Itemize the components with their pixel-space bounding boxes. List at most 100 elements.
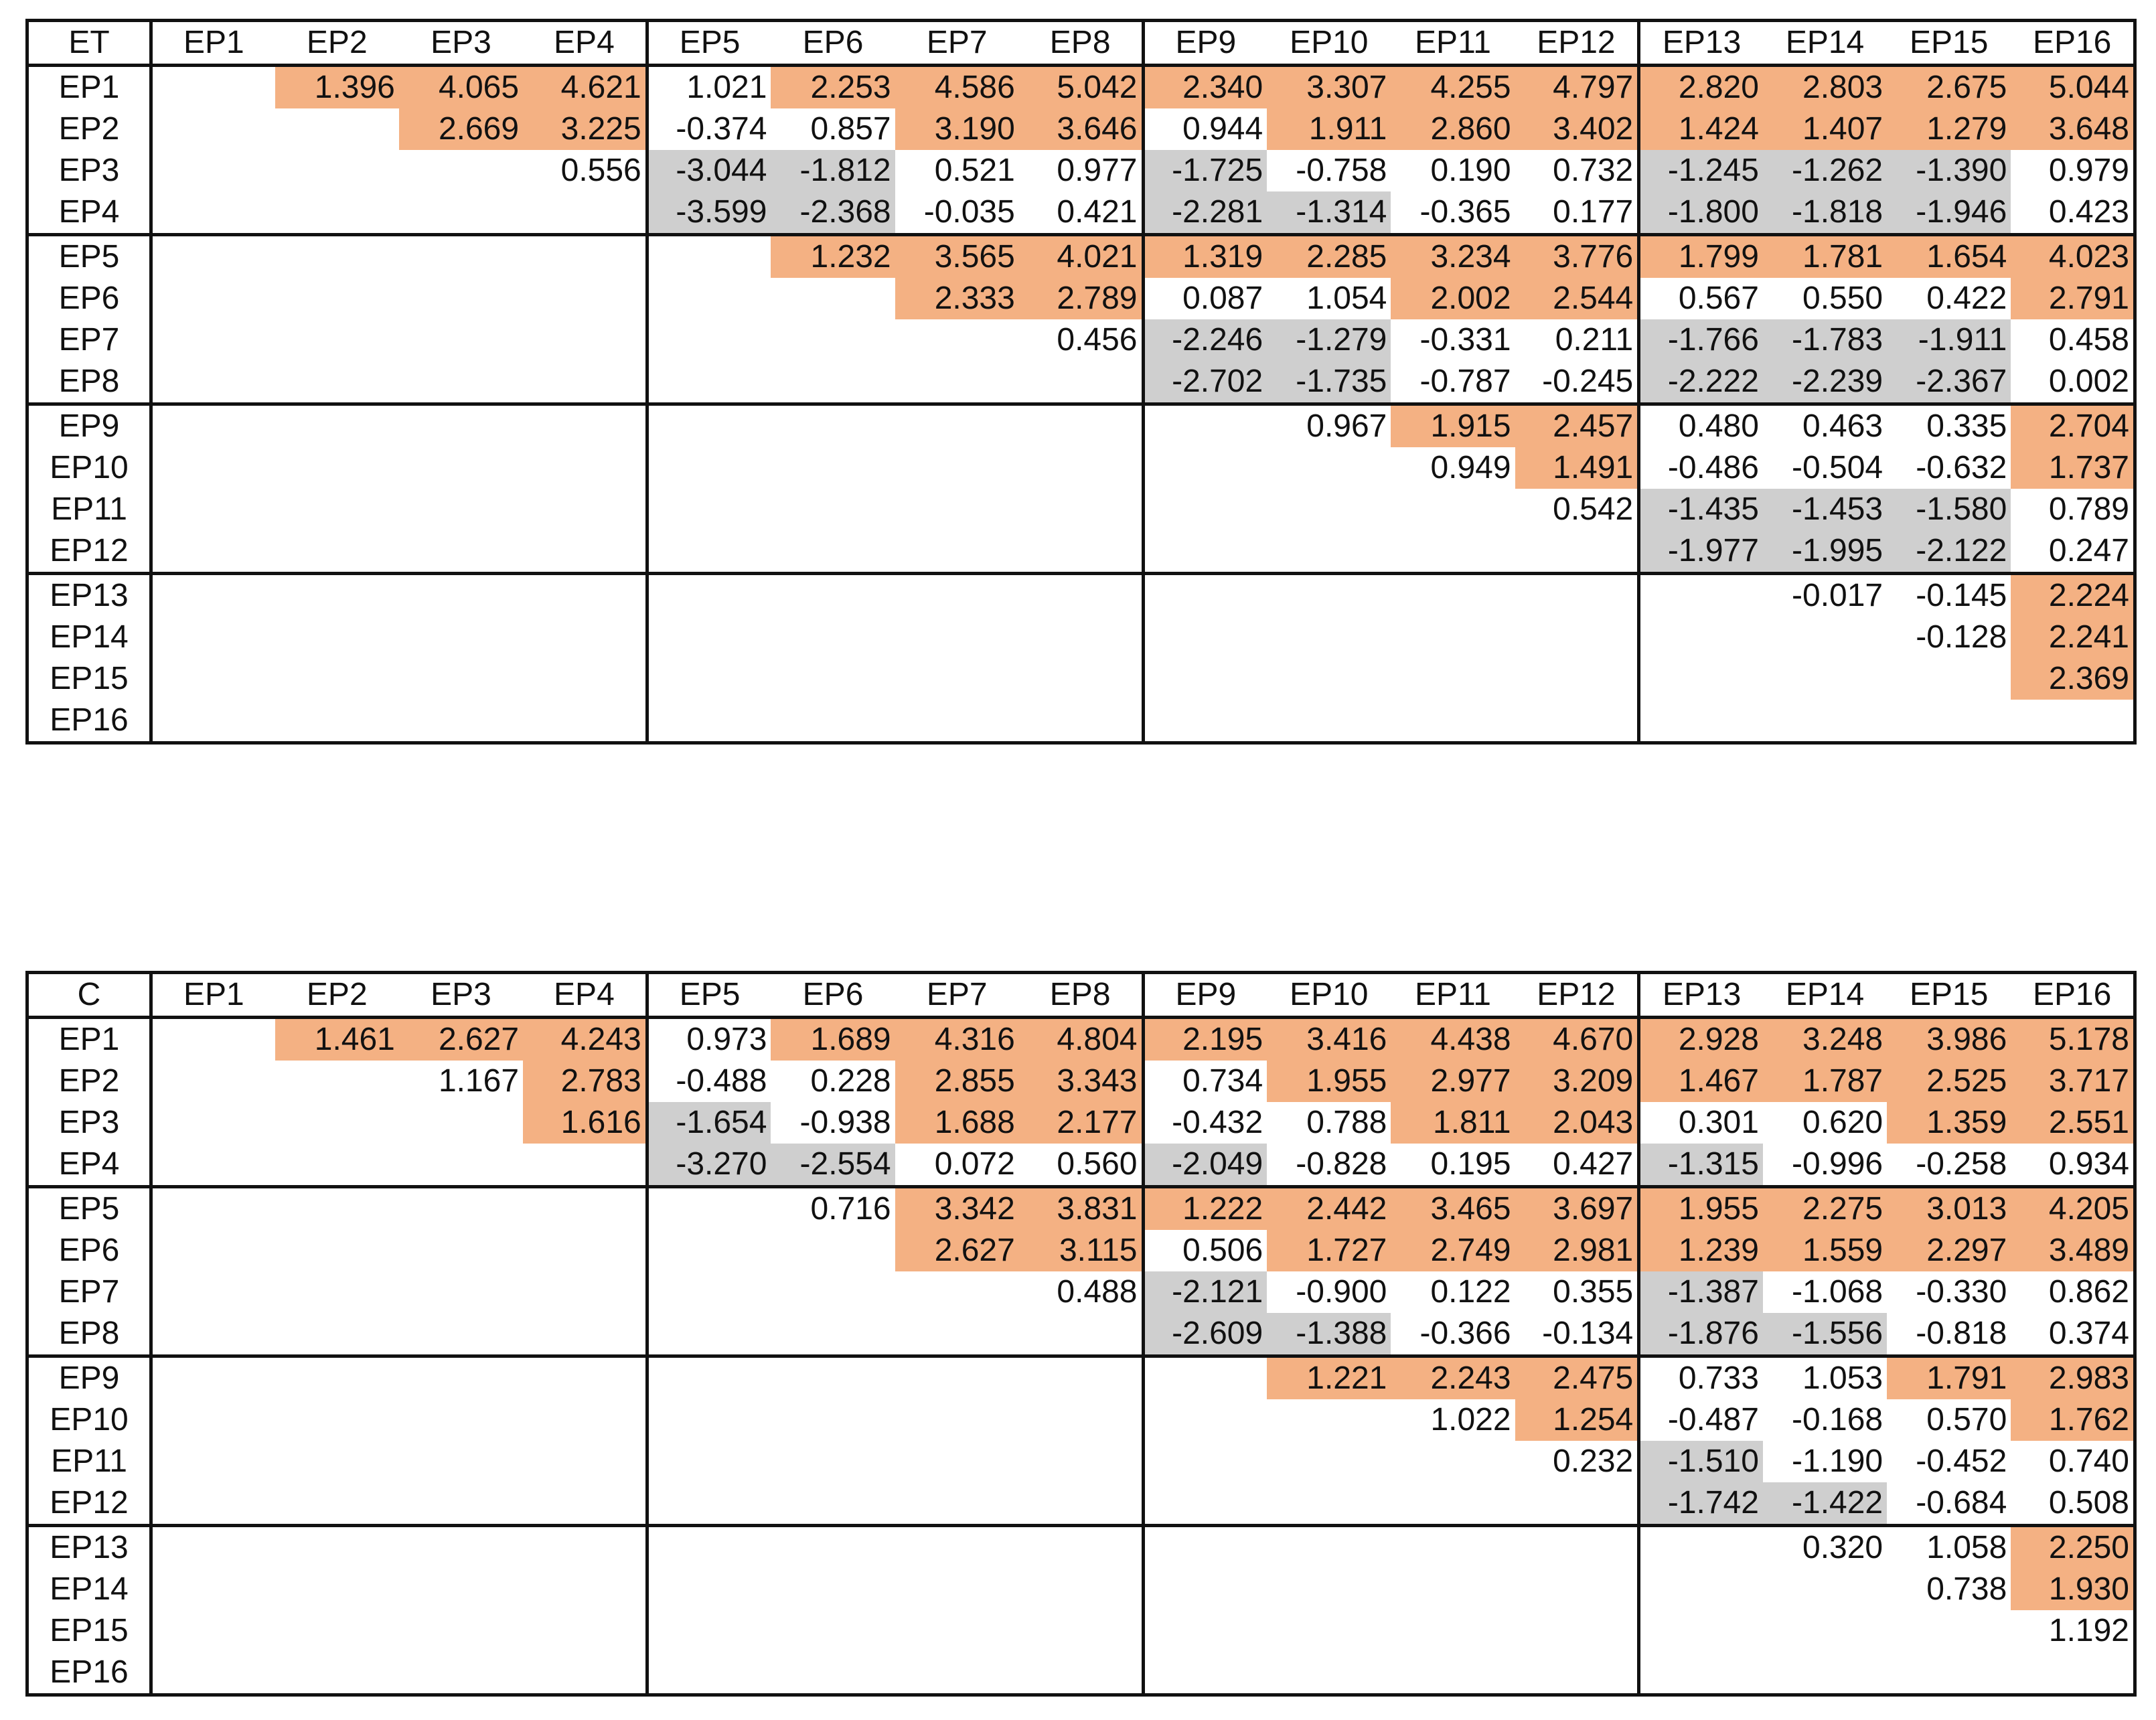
c-matrix-cell xyxy=(149,1525,275,1569)
c-matrix-cell xyxy=(2011,1652,2137,1697)
c-matrix-row: EP8 -2.609 -1.388 -0.366 -0.134 -1.876 -1.556-… xyxy=(25,1313,2137,1358)
c-matrix-cell xyxy=(399,1187,523,1231)
et-matrix-cell: 0.177 xyxy=(1515,191,1639,236)
c-matrix-row: EP5 0.716 3.342 3.831 1.222 2.442 3.465 3.697 1.… xyxy=(25,1186,2137,1231)
et-matrix-cell xyxy=(1637,700,1763,745)
et-matrix-cell xyxy=(1019,658,1143,700)
et-matrix-cell xyxy=(1391,530,1515,575)
c-matrix-cell xyxy=(399,1399,523,1441)
c-matrix-cell: 1.616 xyxy=(523,1102,647,1144)
c-matrix-cell: 1.222 xyxy=(1141,1186,1267,1230)
et-matrix-cell: -1.800 xyxy=(1637,191,1763,236)
et-matrix-cell xyxy=(1391,700,1515,745)
et-matrix-row: EP11 0.542 -1.435 -1.453 -1.580 0.789 xyxy=(25,489,2137,530)
c-matrix-cell xyxy=(149,1230,275,1271)
et-matrix-cell: -2.367 xyxy=(1887,361,2011,406)
et-matrix-cell xyxy=(895,361,1019,406)
c-matrix-cell: -0.488 xyxy=(645,1061,771,1102)
et-matrix-cell: 2.241 xyxy=(2011,617,2137,658)
et-matrix-cell xyxy=(1141,658,1267,700)
c-matrix-cell: 1.688 xyxy=(895,1102,1019,1144)
et-matrix-cell: 4.023 xyxy=(2011,234,2137,278)
et-matrix-cell xyxy=(1763,617,1887,658)
et-matrix-cell: -1.812 xyxy=(771,150,895,191)
c-matrix-cell: 2.981 xyxy=(1515,1230,1639,1271)
c-matrix-cell: -0.938 xyxy=(799,1105,891,1140)
c-matrix-cell xyxy=(1019,1526,1143,1569)
c-matrix-cell xyxy=(1267,1610,1391,1652)
c-matrix-cell: -0.828 xyxy=(1267,1144,1391,1188)
c-matrix-cell xyxy=(1637,1525,1763,1569)
c-matrix-row: EP1 1.461 2.627 4.243 0.973 1.689 4.316 4.804 2.… xyxy=(25,1017,2137,1061)
c-matrix-cell xyxy=(895,1482,1019,1527)
et-matrix-row: EP6 2.333 2.789 0.087 1.054 2.002 2.544 0.567 0.… xyxy=(25,278,2137,319)
et-matrix-cell: 0.556 xyxy=(560,153,641,188)
et-matrix-cell xyxy=(523,319,647,361)
et-matrix-cell xyxy=(149,617,275,658)
et-matrix-row: EP1 1.396 4.065 4.621 1.021 2.253 4.586 5.042 2.… xyxy=(25,65,2137,108)
et-matrix-cell: -0.145 xyxy=(1916,578,2007,613)
c-matrix-cell: 3.013 xyxy=(1887,1186,2011,1230)
c-row-header: EP6 xyxy=(25,1230,151,1271)
c-matrix-cell xyxy=(771,1441,895,1482)
et-matrix-cell: 3.190 xyxy=(895,108,1019,150)
et-matrix-cell xyxy=(149,489,275,530)
c-matrix-cell xyxy=(1267,1399,1391,1441)
et-matrix-cell: 4.021 xyxy=(1018,234,1143,278)
c-matrix-row: EP6 2.627 3.115 0.506 1.727 2.749 2.981 1.239 1.… xyxy=(25,1230,2137,1271)
et-matrix-cell xyxy=(149,234,275,278)
c-matrix-cell: 0.228 xyxy=(810,1063,891,1099)
et-matrix-cell: 0.979 xyxy=(2011,150,2137,191)
et-matrix-row: EP8 -2.702 -1.735 -0.787 -0.245 -2.222 -2.239-… xyxy=(25,361,2137,406)
c-matrix-cell xyxy=(275,1399,399,1441)
c-matrix-body: EP1 1.461 2.627 4.243 0.973 1.689 4.316 4.804 2.… xyxy=(25,1017,2137,1697)
c-column-header: EP4 xyxy=(523,971,647,1019)
c-matrix-cell xyxy=(1763,1569,1887,1610)
c-matrix-cell: 2.525 xyxy=(1887,1061,2011,1102)
c-matrix-cell: 2.983 xyxy=(2011,1356,2137,1399)
c-matrix-cell xyxy=(1391,1569,1515,1610)
c-matrix-cell: 1.221 xyxy=(1267,1356,1391,1399)
et-matrix-cell xyxy=(523,278,647,319)
c-matrix-cell xyxy=(895,1526,1019,1569)
c-matrix-cell: 0.195 xyxy=(1391,1144,1515,1188)
et-matrix-cell: 4.797 xyxy=(1515,65,1639,108)
et-matrix-cell xyxy=(771,447,895,489)
c-matrix-cell xyxy=(1019,1441,1143,1482)
et-matrix-cell: 1.424 xyxy=(1637,108,1763,150)
c-matrix-cell xyxy=(399,1102,523,1144)
c-matrix-cell xyxy=(895,1399,1019,1441)
et-matrix-cell xyxy=(1515,658,1639,700)
et-matrix-cell xyxy=(399,489,523,530)
c-matrix-cell: 0.620 xyxy=(1802,1105,1883,1140)
c-matrix-cell xyxy=(1267,1569,1391,1610)
et-matrix-cell: 0.458 xyxy=(2011,319,2137,361)
c-matrix-cell: -1.654 xyxy=(645,1102,771,1144)
c-matrix-cell xyxy=(1141,1356,1267,1399)
et-matrix-cell xyxy=(645,319,771,361)
c-matrix-cell: -1.556 xyxy=(1762,1313,1888,1358)
c-column-header: EP1 xyxy=(149,971,275,1019)
et-matrix-cell: -1.245 xyxy=(1637,150,1763,191)
et-matrix-cell xyxy=(149,361,275,406)
et-row-header: EP12 xyxy=(25,530,151,575)
c-matrix-cell: 1.955 xyxy=(1267,1061,1391,1102)
c-matrix-cell: 1.192 xyxy=(2011,1610,2137,1652)
et-column-header: EP16 xyxy=(2011,19,2137,67)
c-matrix-cell xyxy=(399,1271,523,1313)
c-matrix-cell xyxy=(1267,1482,1391,1527)
et-matrix-cell xyxy=(771,617,895,658)
c-matrix-cell xyxy=(398,1144,524,1188)
et-matrix-cell xyxy=(645,658,771,700)
c-matrix-cell: -1.190 xyxy=(1792,1443,1883,1479)
et-matrix-cell: 2.544 xyxy=(1515,278,1639,319)
c-matrix-cell xyxy=(1515,1569,1639,1610)
et-column-header: EP9 xyxy=(1141,19,1267,67)
et-matrix-cell: 4.586 xyxy=(895,65,1019,108)
c-matrix-cell xyxy=(523,1526,647,1569)
c-row-header: EP1 xyxy=(25,1017,151,1061)
et-header-row: ET EP1 EP2 EP3 EP4 EP5 EP6 EP7 EP8 EP9 EP10 EP11 EP1… xyxy=(25,19,2137,67)
c-matrix-cell: 4.316 xyxy=(895,1017,1019,1061)
et-matrix-cell xyxy=(399,574,523,617)
et-matrix-cell xyxy=(895,404,1019,448)
